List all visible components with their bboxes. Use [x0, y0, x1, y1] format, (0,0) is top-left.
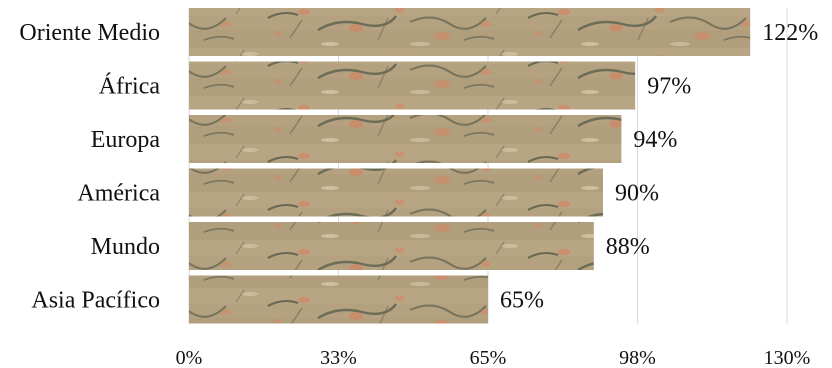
data-label: 88%	[606, 234, 650, 260]
category-label: Oriente Medio	[19, 20, 160, 46]
data-label: 90%	[615, 181, 659, 207]
data-label: 97%	[647, 74, 691, 100]
bar	[189, 61, 636, 110]
grid-lines	[188, 8, 788, 324]
bar	[189, 168, 603, 217]
value-labels: 122% 97% 94% 90% 88% 65%	[500, 20, 818, 314]
category-label: América	[77, 181, 160, 207]
x-tick-label: 0%	[176, 347, 203, 368]
bar	[189, 222, 594, 270]
category-label: Mundo	[91, 234, 160, 260]
x-tick-label: 65%	[470, 347, 507, 368]
bar	[189, 275, 488, 324]
x-axis-ticks: 0% 33% 65% 98% 130%	[176, 347, 811, 368]
category-label: Europa	[91, 127, 161, 153]
x-tick-label: 33%	[320, 347, 357, 368]
data-label: 65%	[500, 288, 544, 314]
bars	[189, 8, 751, 324]
category-labels: Oriente Medio África Europa América Mundo Asi…	[19, 20, 160, 314]
bar	[189, 115, 622, 163]
x-tick-label: 130%	[764, 347, 811, 368]
category-label: Asia Pacífico	[31, 288, 160, 314]
x-tick-label: 98%	[619, 347, 656, 368]
data-label: 94%	[633, 127, 677, 153]
data-label: 122%	[762, 20, 818, 46]
category-label: África	[99, 74, 161, 100]
bar	[189, 8, 751, 56]
